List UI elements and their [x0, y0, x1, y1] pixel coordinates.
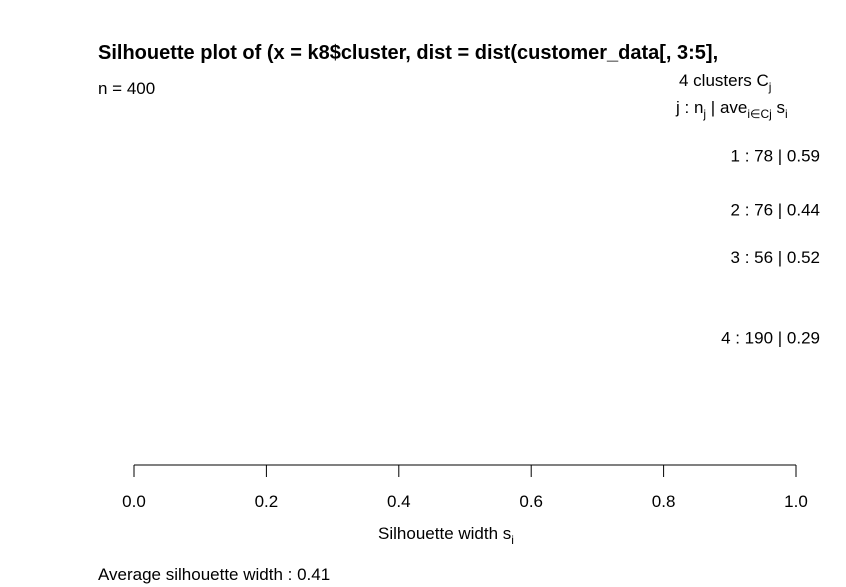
cluster-bar-2 — [134, 188, 425, 232]
legend-header-ave: | ave — [706, 98, 747, 117]
x-tick-label-5: 1.0 — [784, 492, 808, 511]
cluster-label-4: 4 : 190 | 0.29 — [721, 329, 820, 348]
cluster-bar-4 — [134, 283, 326, 392]
legend-header-nj: j : n — [675, 98, 703, 117]
legend-header-nj-sub: j — [702, 107, 706, 121]
silhouette-bars — [134, 133, 525, 392]
legend-header-s: s — [772, 98, 785, 117]
x-tick-label-1: 0.2 — [255, 492, 279, 511]
x-tick-label-0: 0.0 — [122, 492, 146, 511]
legend-header-ave-sub: i∈Cj — [747, 107, 771, 121]
average-silhouette-width: Average silhouette width : 0.41 — [98, 565, 330, 584]
x-axis-ticks: 0.0 0.2 0.4 0.6 0.8 1.0 — [122, 465, 808, 511]
legend-header-clusters-sub: j — [768, 80, 772, 94]
x-axis-label-text: Silhouette width s — [378, 524, 511, 543]
legend-header-clusters: 4 clusters Cj — [679, 71, 771, 94]
x-axis-label-sub: i — [511, 533, 514, 547]
cluster-label-2: 2 : 76 | 0.44 — [731, 200, 820, 219]
cluster-labels: 1 : 78 | 0.59 2 : 76 | 0.44 3 : 56 | 0.52 4… — [721, 146, 820, 347]
legend-header-clusters-text: 4 clusters C — [679, 71, 769, 90]
x-axis-label: Silhouette width si — [378, 524, 514, 547]
legend-header-columns: j : nj | avei∈Cj si — [675, 98, 788, 121]
cluster-bar-1 — [134, 133, 525, 178]
cluster-label-3: 3 : 56 | 0.52 — [731, 248, 820, 267]
x-tick-label-4: 0.8 — [652, 492, 676, 511]
legend-header-s-sub: i — [785, 107, 788, 121]
cluster-label-1: 1 : 78 | 0.59 — [731, 146, 820, 165]
x-tick-label-3: 0.6 — [519, 492, 543, 511]
chart-title: Silhouette plot of (x = k8$cluster, dist… — [98, 42, 718, 64]
n-label: n = 400 — [98, 79, 155, 98]
x-tick-label-2: 0.4 — [387, 492, 411, 511]
cluster-bar-3 — [134, 241, 478, 273]
